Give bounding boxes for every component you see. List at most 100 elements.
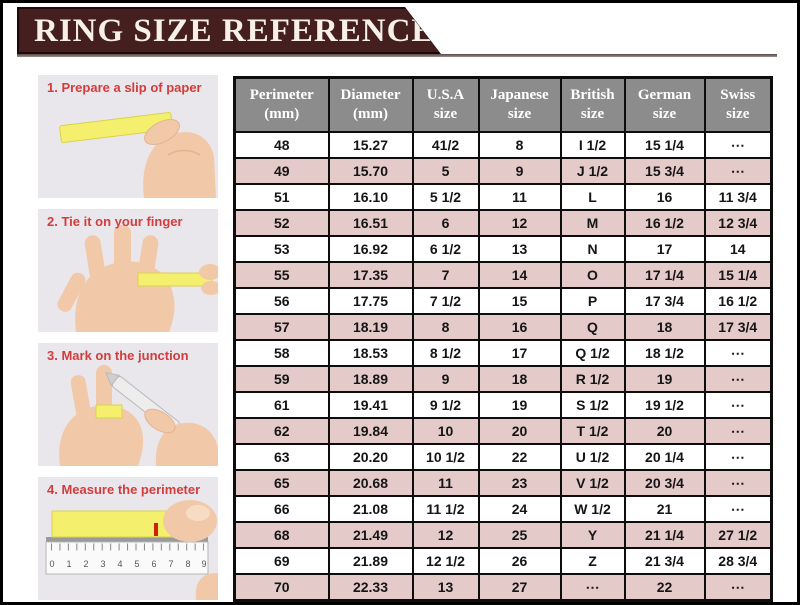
column-header-swiss: Swiss size [703, 76, 773, 133]
step-3-label: 3. Mark on the junction [47, 348, 189, 363]
table-cell: 58 [233, 339, 330, 367]
column-header-usa: U.S.A size [411, 76, 480, 133]
banner-underline [17, 54, 777, 57]
table-cell: ⋯ [703, 573, 773, 602]
svg-text:7: 7 [168, 559, 173, 569]
table-cell: ⋯ [703, 417, 773, 445]
table-cell: 19.84 [327, 417, 414, 445]
table-cell: Q [559, 313, 626, 341]
table-row: 66 21.08 11 1/2 24 W 1/2 21 ⋯ [233, 495, 773, 523]
table-cell: 11 3/4 [703, 183, 773, 211]
table-cell: 12 [411, 521, 480, 549]
table-cell: 11 [411, 469, 480, 497]
column-header-japanese: Japanese size [477, 76, 562, 133]
table-cell: 12 3/4 [703, 209, 773, 237]
table-cell: 15 [477, 287, 562, 315]
ring-table-head: Perimeter (mm) Diameter (mm) U.S.A size Japane… [233, 76, 773, 133]
table-cell: 66 [233, 495, 330, 523]
table-cell: 11 [477, 183, 562, 211]
ruler-measuring-strip-photo: 0 1 2 3 4 5 6 7 8 9 [38, 477, 218, 600]
table-cell: 19 1/2 [623, 391, 706, 419]
svg-text:8: 8 [185, 559, 190, 569]
table-cell: 21 3/4 [623, 547, 706, 575]
table-row: 68 21.49 12 25 Y 21 1/4 27 1/2 [233, 521, 773, 549]
table-cell: 20 [623, 417, 706, 445]
table-cell: 16 1/2 [703, 287, 773, 315]
table-row: 65 20.68 11 23 V 1/2 20 3/4 ⋯ [233, 469, 773, 497]
table-cell: S 1/2 [559, 391, 626, 419]
table-cell: 9 1/2 [411, 391, 480, 419]
table-row: 57 18.19 8 16 Q 18 17 3/4 [233, 313, 773, 341]
step-1-label: 1. Prepare a slip of paper [47, 80, 202, 95]
table-cell: 12 1/2 [411, 547, 480, 575]
table-cell: O [559, 261, 626, 289]
table-cell: 18 1/2 [623, 339, 706, 367]
table-cell: ⋯ [559, 573, 626, 602]
measuring-steps: 1. Prepare a slip of paper 2. Tie it on … [38, 75, 218, 602]
table-cell: W 1/2 [559, 495, 626, 523]
table-cell: ⋯ [703, 443, 773, 471]
column-header-perimeter: Perimeter (mm) [233, 76, 330, 133]
step-3: 3. Mark on the junction [38, 343, 218, 466]
table-cell: 28 3/4 [703, 547, 773, 575]
table-cell: 10 1/2 [411, 443, 480, 471]
table-row: 70 22.33 13 27 ⋯ 22 ⋯ [233, 573, 773, 602]
page-title: RING SIZE REFERENCE [19, 9, 439, 52]
table-cell: 20.68 [327, 469, 414, 497]
table-cell: 41/2 [411, 131, 480, 159]
table-cell: 5 1/2 [411, 183, 480, 211]
table-cell: N [559, 235, 626, 263]
column-header-diameter: Diameter (mm) [327, 76, 414, 133]
strip-tied-on-finger-photo [38, 209, 218, 332]
table-row: 58 18.53 8 1/2 17 Q 1/2 18 1/2 ⋯ [233, 339, 773, 367]
ring-table-header-row: Perimeter (mm) Diameter (mm) U.S.A size Japane… [233, 76, 773, 133]
table-cell: J 1/2 [559, 157, 626, 185]
table-cell: 52 [233, 209, 330, 237]
table-cell: 57 [233, 313, 330, 341]
pen-marking-junction-photo [38, 343, 218, 466]
table-cell: 55 [233, 261, 330, 289]
table-cell: 51 [233, 183, 330, 211]
table-cell: 11 1/2 [411, 495, 480, 523]
table-row: 56 17.75 7 1/2 15 P 17 3/4 16 1/2 [233, 287, 773, 315]
svg-text:4: 4 [117, 559, 122, 569]
table-cell: V 1/2 [559, 469, 626, 497]
table-cell: 20 1/4 [623, 443, 706, 471]
table-row: 51 16.10 5 1/2 11 L 16 11 3/4 [233, 183, 773, 211]
table-cell: 8 [411, 313, 480, 341]
table-cell: 7 [411, 261, 480, 289]
table-cell: Z [559, 547, 626, 575]
table-cell: 20 3/4 [623, 469, 706, 497]
table-cell: 18.53 [327, 339, 414, 367]
svg-text:0: 0 [49, 559, 54, 569]
table-cell: 18 [477, 365, 562, 393]
table-cell: 26 [477, 547, 562, 575]
table-cell: 17.35 [327, 261, 414, 289]
table-cell: 49 [233, 157, 330, 185]
table-cell: 17 3/4 [703, 313, 773, 341]
table-cell: 18.19 [327, 313, 414, 341]
table-cell: 8 1/2 [411, 339, 480, 367]
table-row: 59 18.89 9 18 R 1/2 19 ⋯ [233, 365, 773, 393]
table-cell: M [559, 209, 626, 237]
table-row: 62 19.84 10 20 T 1/2 20 ⋯ [233, 417, 773, 445]
table-cell: 16.10 [327, 183, 414, 211]
table-cell: ⋯ [703, 495, 773, 523]
table-cell: 21.08 [327, 495, 414, 523]
table-cell: 21 1/4 [623, 521, 706, 549]
table-cell: 12 [477, 209, 562, 237]
table-cell: Q 1/2 [559, 339, 626, 367]
table-cell: 15 1/4 [623, 131, 706, 159]
table-cell: 17 [623, 235, 706, 263]
table-cell: 23 [477, 469, 562, 497]
table-cell: ⋯ [703, 365, 773, 393]
table-row: 69 21.89 12 1/2 26 Z 21 3/4 28 3/4 [233, 547, 773, 575]
table-cell: 5 [411, 157, 480, 185]
table-cell: 6 1/2 [411, 235, 480, 263]
table-row: 63 20.20 10 1/2 22 U 1/2 20 1/4 ⋯ [233, 443, 773, 471]
table-cell: 70 [233, 573, 330, 602]
table-cell: 17 3/4 [623, 287, 706, 315]
table-cell: 27 [477, 573, 562, 602]
table-cell: 15.27 [327, 131, 414, 159]
table-cell: 9 [477, 157, 562, 185]
